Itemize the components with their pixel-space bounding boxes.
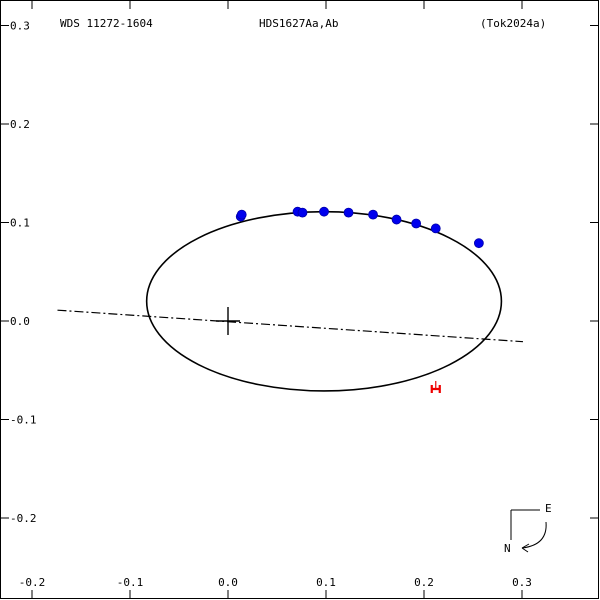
x-tick-label: 0.2 — [414, 576, 434, 589]
compass-arrow-arc — [521, 521, 547, 549]
y-tick-label: 0.0 — [10, 315, 30, 328]
y-tick-label: 0.3 — [10, 20, 30, 33]
line-of-nodes — [57, 309, 524, 343]
x-tick-label: 0.0 — [218, 576, 238, 589]
compass-arrow-head — [521, 543, 530, 553]
observation-point — [411, 218, 422, 229]
y-tick-label: -0.1 — [10, 414, 37, 427]
observation-point — [430, 223, 441, 234]
observation-point — [297, 207, 308, 218]
x-tick-label: 0.1 — [316, 576, 336, 589]
observation-points — [235, 206, 484, 249]
speckle-markers — [430, 380, 441, 393]
header-right: (Tok2024a) — [480, 17, 546, 30]
x-axis-ticks: -0.2 -0.1 0.0 0.1 0.2 0.3 — [19, 1, 532, 598]
observation-point — [368, 209, 378, 220]
header-center: HDS1627Aa,Ab — [259, 17, 338, 30]
x-tick-label: -0.2 — [19, 576, 46, 589]
observation-point — [343, 207, 354, 218]
speckle-point — [430, 384, 441, 393]
observation-point — [473, 238, 484, 249]
observation-point — [319, 206, 329, 217]
observation-point — [391, 214, 402, 225]
line-of-nodes-path — [57, 309, 524, 343]
x-tick-label: -0.1 — [117, 576, 144, 589]
observation-point — [236, 209, 247, 220]
y-tick-label: 0.2 — [10, 118, 30, 131]
primary-star-cross — [216, 307, 240, 335]
compass-east-label: E — [545, 502, 552, 515]
y-tick-label: -0.2 — [10, 512, 37, 525]
compass-arms — [510, 509, 540, 540]
orbit-ellipse — [145, 210, 503, 392]
y-axis-ticks: 0.3 0.2 0.1 0.0 -0.1 -0.2 — [1, 20, 598, 525]
compass: E N — [504, 502, 552, 555]
y-tick-label: 0.1 — [10, 217, 30, 230]
x-tick-label: 0.3 — [512, 576, 532, 589]
compass-north-label: N — [504, 542, 511, 555]
orbit-ellipse-path — [145, 210, 503, 392]
header-left: WDS 11272-1604 — [60, 17, 153, 30]
